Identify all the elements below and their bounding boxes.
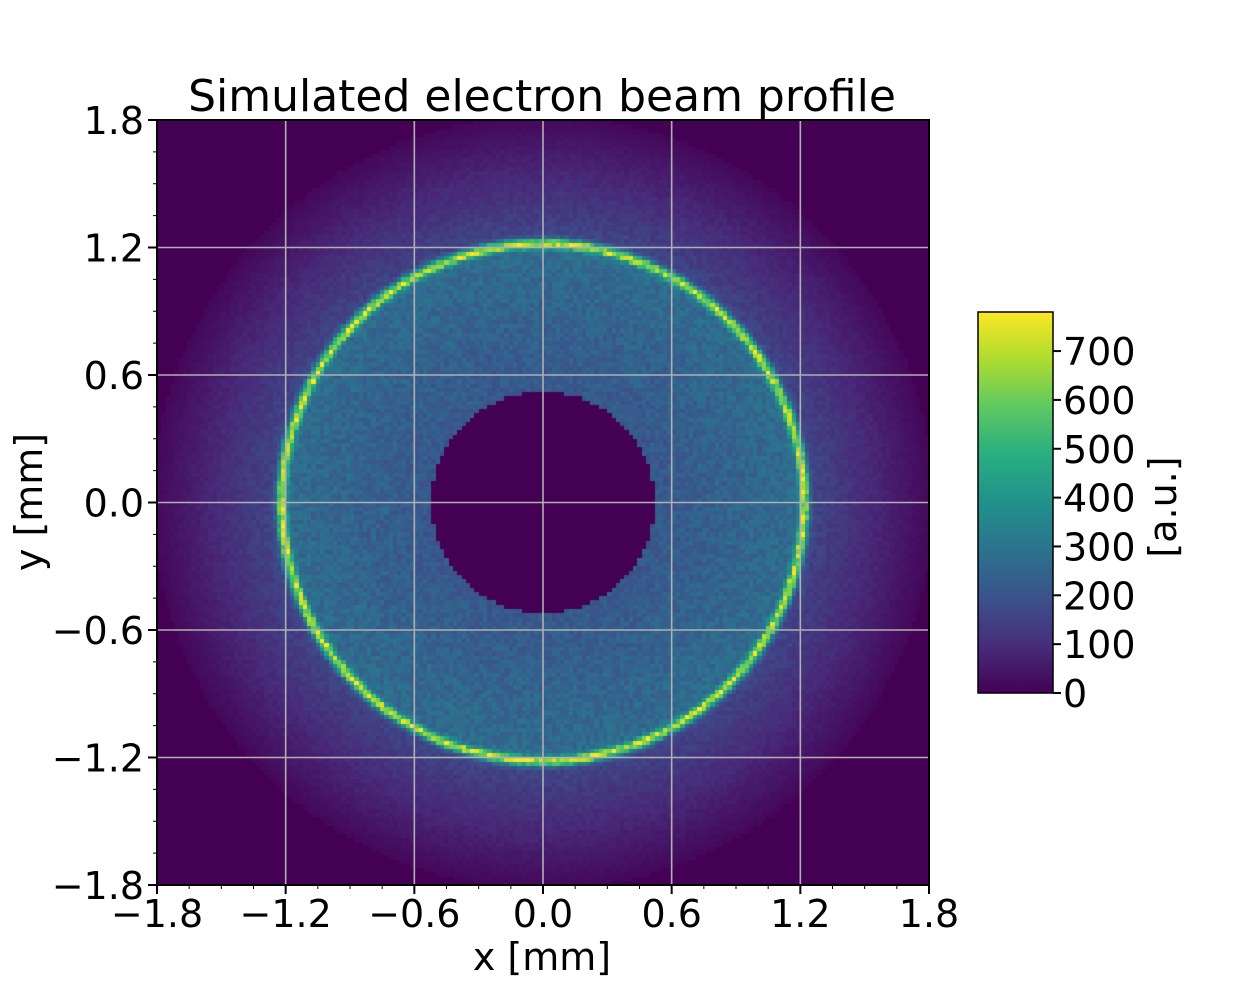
y-tick-label: −0.6 bbox=[52, 609, 144, 653]
chart-title: Simulated electron beam profile bbox=[188, 71, 896, 122]
y-tick-label: 1.8 bbox=[84, 99, 144, 143]
colorbar-label: [a.u.] bbox=[1141, 456, 1185, 557]
colorbar-tick-label: 500 bbox=[1063, 428, 1136, 472]
y-axis-label: y [mm] bbox=[7, 433, 51, 571]
x-axis-label: x [mm] bbox=[473, 935, 611, 979]
colorbar-tick-label: 100 bbox=[1063, 623, 1136, 667]
colorbar-tick-label: 300 bbox=[1063, 525, 1136, 569]
x-tick-label: 1.2 bbox=[770, 892, 830, 936]
x-axis: −1.8 −1.2 −0.6 0.0 0.6 1.2 1.8 bbox=[111, 885, 959, 936]
colorbar-tick-label: 700 bbox=[1063, 330, 1136, 374]
x-tick-label: −0.6 bbox=[368, 892, 460, 936]
colorbar-tick-label: 200 bbox=[1063, 574, 1136, 618]
x-tick-label: 1.8 bbox=[899, 892, 959, 936]
y-tick-label: 1.2 bbox=[84, 227, 144, 271]
x-tick-label: 0.0 bbox=[513, 892, 573, 936]
colorbar-tick-label: 0 bbox=[1063, 672, 1087, 716]
x-tick-label: 0.6 bbox=[641, 892, 701, 936]
colorbar bbox=[977, 311, 1054, 694]
grid-lines bbox=[157, 120, 929, 885]
y-tick-label: −1.2 bbox=[52, 737, 144, 781]
x-tick-label: −1.8 bbox=[111, 892, 203, 936]
colorbar-tick-label: 400 bbox=[1063, 477, 1136, 521]
colorbar-tick-label: 600 bbox=[1063, 379, 1136, 423]
y-tick-label: 0.6 bbox=[84, 354, 144, 398]
y-tick-label: 0.0 bbox=[84, 482, 144, 526]
x-tick-label: −1.2 bbox=[240, 892, 332, 936]
y-tick-label: −1.8 bbox=[52, 864, 144, 908]
y-axis: −1.8 −1.2 −0.6 0.0 0.6 1.2 1.8 bbox=[52, 99, 157, 908]
